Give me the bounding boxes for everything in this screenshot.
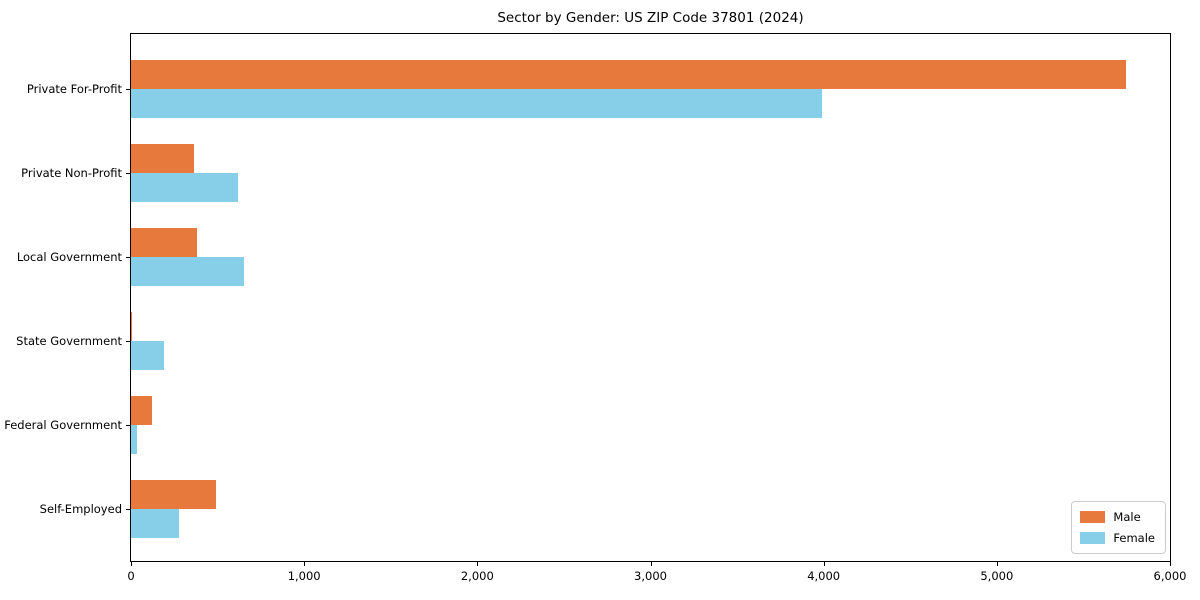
x-axis-tick-label: 5,000	[980, 569, 1014, 583]
x-axis-tick-label: 0	[127, 569, 135, 583]
y-axis-tick	[126, 341, 131, 343]
x-axis-tick	[823, 561, 825, 566]
male-bar-state-government	[131, 312, 133, 342]
male-bar-private-for-profit	[131, 59, 1126, 89]
y-axis-label: Self-Employed	[39, 502, 122, 517]
y-axis-label: Private For-Profit	[26, 81, 122, 96]
male-swatch-icon	[1080, 511, 1106, 523]
legend-item-male: Male	[1080, 510, 1155, 524]
x-axis-tick	[131, 561, 132, 566]
x-axis-tick	[477, 561, 479, 566]
x-axis-tick	[650, 561, 652, 566]
male-bar-federal-government	[131, 396, 152, 426]
x-axis-tick	[996, 561, 998, 566]
female-bar-local-government	[131, 257, 244, 287]
x-axis-tick-label: 4,000	[807, 569, 841, 583]
y-axis-label: Federal Government	[4, 418, 122, 433]
chart-title: Sector by Gender: US ZIP Code 37801 (202…	[497, 10, 804, 26]
legend-label-female: Female	[1113, 531, 1155, 545]
x-axis-tick	[1170, 561, 1171, 566]
male-bar-local-government	[131, 228, 197, 258]
legend: Male Female	[1071, 501, 1166, 554]
female-bar-private-non-profit	[131, 172, 238, 202]
x-axis-tick-label: 2,000	[460, 569, 494, 583]
y-axis-tick	[126, 509, 131, 511]
legend-label-male: Male	[1113, 510, 1141, 524]
y-axis-tick	[126, 88, 131, 90]
y-axis-tick	[126, 257, 131, 259]
plot-area: Male Female Private For-Profit Private No…	[4, 33, 1186, 583]
male-bar-private-non-profit	[131, 143, 194, 173]
y-axis-label: Local Government	[16, 250, 122, 265]
male-bar-self-employed	[131, 480, 216, 510]
y-axis-tick	[126, 172, 131, 174]
female-bar-self-employed	[131, 509, 179, 539]
x-axis-tick-label: 3,000	[634, 569, 667, 583]
legend-item-female: Female	[1080, 531, 1155, 545]
y-axis-label: State Government	[16, 334, 122, 349]
y-axis-tick	[126, 425, 131, 427]
female-swatch-icon	[1080, 532, 1106, 544]
y-axis-label: Private Non-Profit	[21, 165, 122, 180]
female-bar-state-government	[131, 341, 164, 371]
x-axis-tick-label: 1,000	[287, 569, 321, 583]
female-bar-private-for-profit	[131, 88, 822, 118]
x-axis-tick	[304, 561, 306, 566]
female-bar-federal-government	[131, 425, 138, 455]
x-axis-tick-label: 6,000	[1153, 569, 1187, 583]
